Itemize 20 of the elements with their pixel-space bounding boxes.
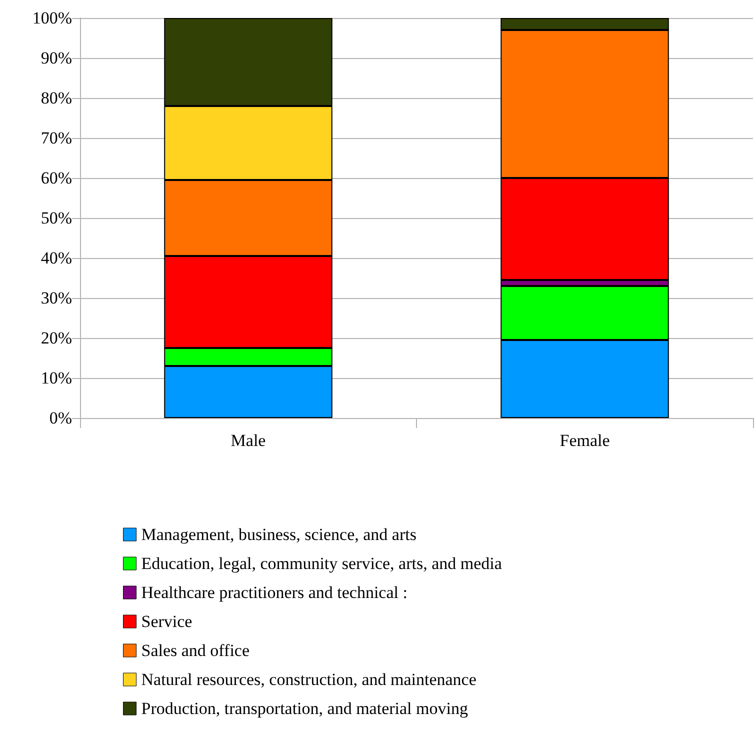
x-tick-label: Male [230,431,266,450]
y-tick-label: 30% [40,288,72,308]
y-tick-label: 70% [40,128,72,148]
legend-label: Education, legal, community service, arts, and media [141,554,502,573]
legend-label: Service [141,612,192,631]
x-tick-label: Female [560,431,610,450]
y-tick-label: 40% [40,248,72,268]
legend-label: Natural resources, construction, and maintenance [141,670,476,689]
y-tick-label: 0% [49,408,72,428]
legend-label: Healthcare practitioners and technical : [141,583,408,602]
y-tick-label: 80% [40,88,72,108]
y-tick-label: 10% [40,368,72,388]
legend-label: Management, business, science, and arts [141,525,416,544]
y-tick-label: 20% [40,328,72,348]
y-tick-label: 60% [40,168,72,188]
y-tick-label: 100% [32,8,72,28]
legend-label: Production, transportation, and material moving [141,699,468,718]
y-tick-label: 50% [40,208,72,228]
legend-label: Sales and office [141,641,250,660]
y-tick-label: 90% [40,48,72,68]
